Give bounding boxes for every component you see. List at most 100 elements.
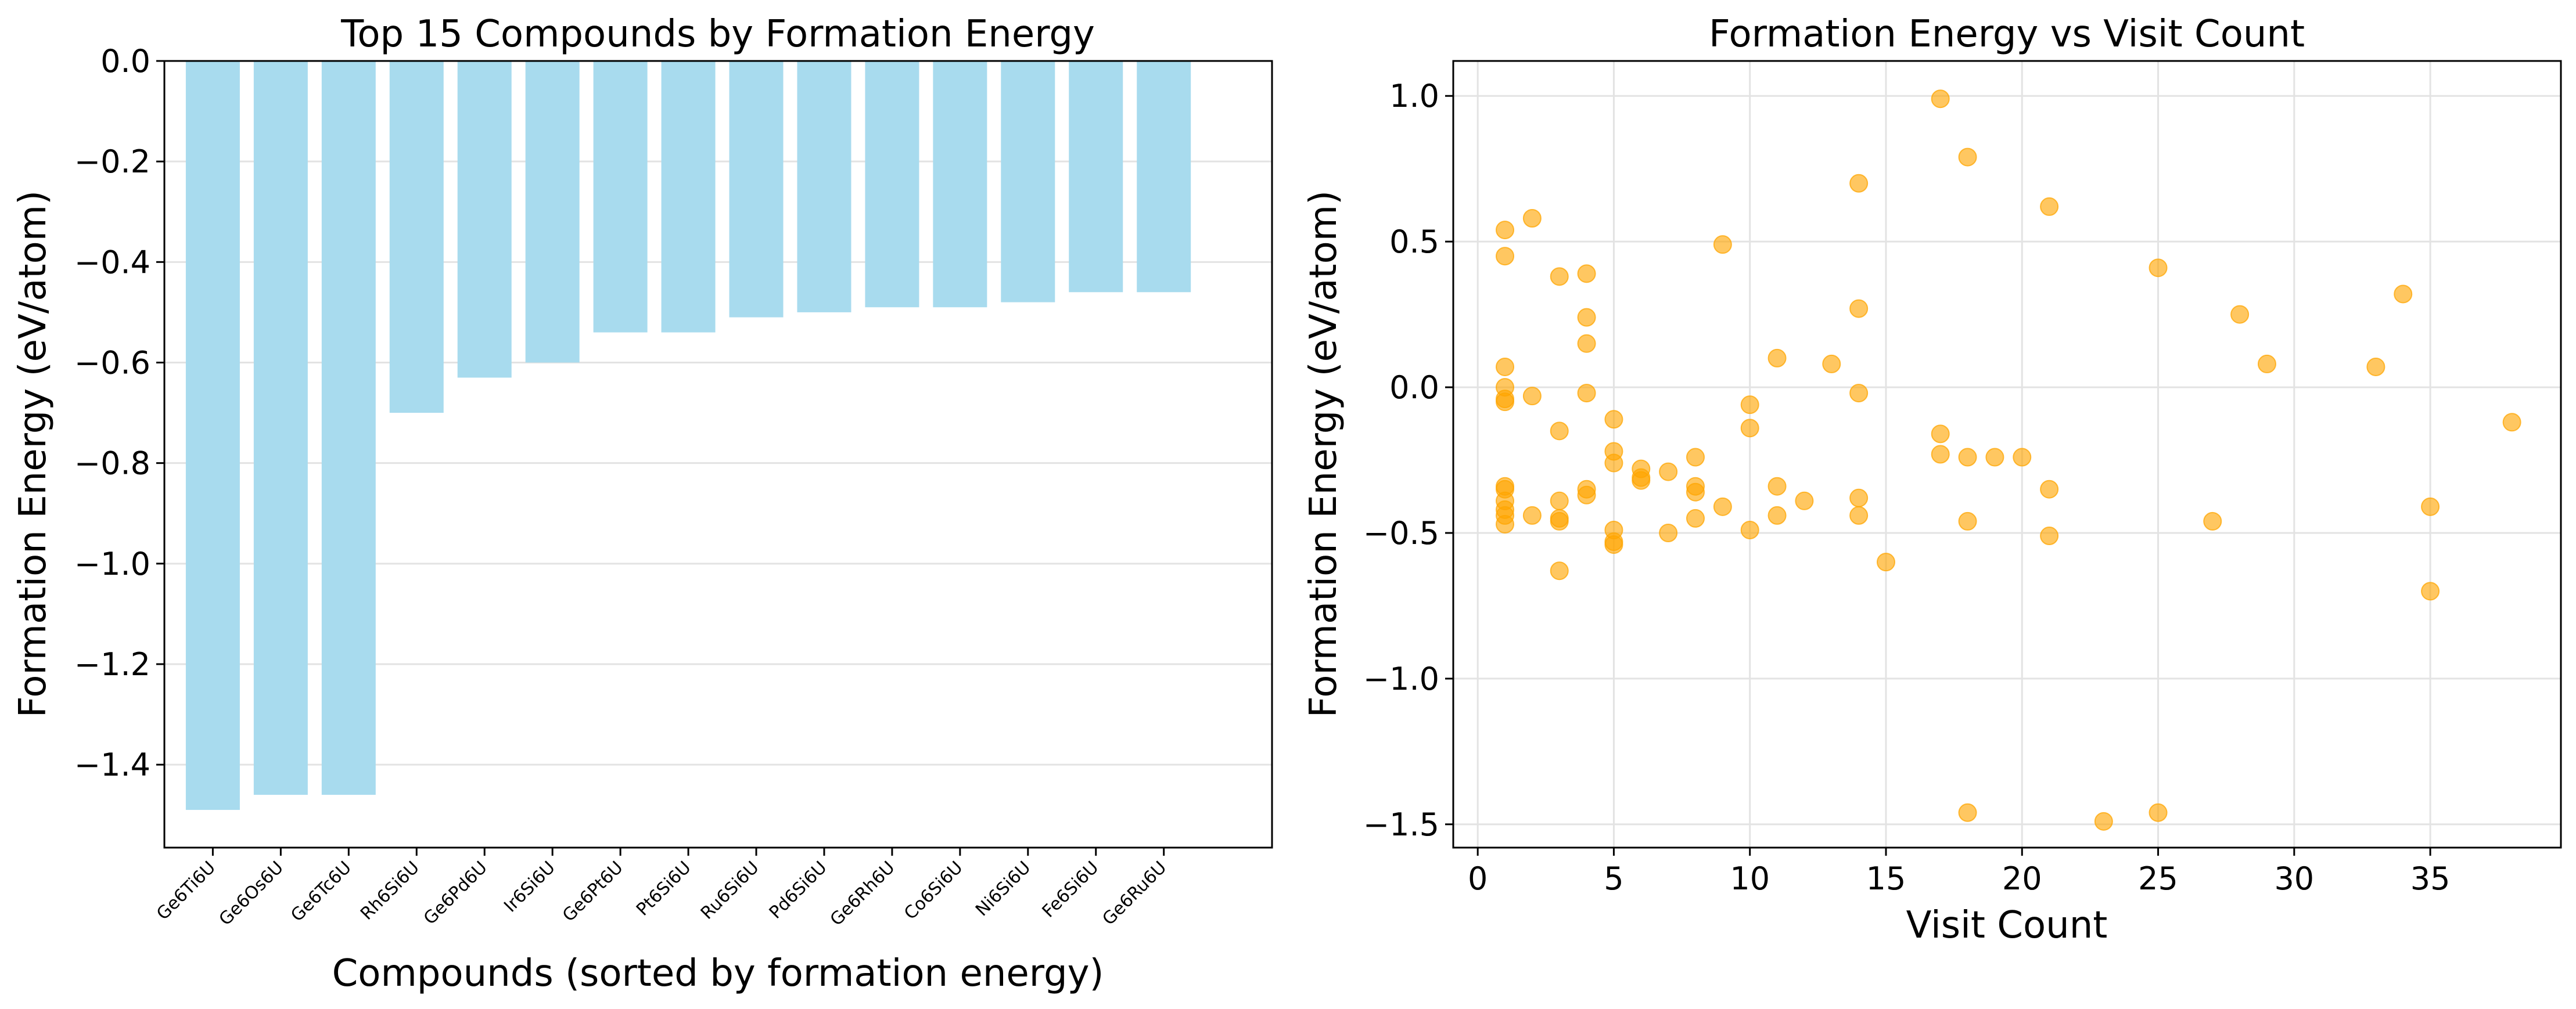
scatter-chart-point (1767, 506, 1787, 525)
scatter-chart-point (1849, 384, 1869, 403)
scatter-chart-point (1550, 491, 1569, 510)
scatter-chart-point (1849, 174, 1869, 193)
bar-chart-bar (797, 61, 852, 312)
scatter-chart-point (1686, 509, 1705, 528)
scatter-chart-point (1632, 471, 1651, 490)
scatter-chart-point (1550, 561, 1569, 581)
scatter-chart-x-tick-label: 35 (2410, 860, 2451, 897)
scatter-chart-x-tick-label: 10 (1730, 860, 1770, 897)
scatter-chart-point (1849, 488, 1869, 507)
bar-chart-y-tick-label: −1.2 (74, 646, 150, 683)
scatter-chart-point (1550, 267, 1569, 286)
scatter-chart-point (1604, 453, 1623, 473)
scatter-chart-point (1958, 803, 1977, 822)
scatter-chart-point (1958, 511, 1977, 531)
scatter-chart-point (1985, 448, 2004, 467)
scatter-chart-point (1958, 448, 1977, 467)
bar-chart-bar (729, 61, 784, 318)
scatter-chart-point (2203, 511, 2222, 531)
scatter-chart-point (1876, 553, 1895, 572)
scatter-chart-point (1496, 357, 1515, 376)
bar-chart-bar (457, 61, 512, 378)
scatter-chart-point (1686, 482, 1705, 502)
scatter-chart-point (1686, 448, 1705, 467)
bar-chart-bar (253, 61, 308, 795)
scatter-chart-y-axis-label: Formation Energy (eV/atom) (1302, 190, 1345, 718)
scatter-chart-point (1577, 264, 1596, 283)
scatter-chart-y-tick-label: 0.0 (1389, 369, 1439, 406)
scatter-chart-point (1496, 247, 1515, 266)
scatter-chart-point (1931, 89, 1950, 109)
scatter-chart-point (2040, 480, 2059, 499)
bar-chart-bar (1001, 61, 1055, 302)
scatter-chart-point (1849, 506, 1869, 525)
scatter-chart-y-tick-label: 0.5 (1389, 224, 1439, 260)
scatter-chart-x-tick-label: 0 (1468, 860, 1488, 897)
bar-chart-y-tick-label: −0.6 (74, 344, 150, 381)
bar-chart-bar (185, 61, 240, 810)
bar-chart-bar (661, 61, 716, 333)
bar-chart-axes-frame (163, 60, 1273, 849)
scatter-chart-x-axis-label: Visit Count (1906, 904, 2108, 947)
scatter-chart-point (1577, 384, 1596, 403)
scatter-chart-title: Formation Energy vs Visit Count (1709, 13, 2305, 56)
scatter-chart-point (2230, 305, 2250, 324)
bar-chart-y-tick-label: −0.2 (74, 143, 150, 180)
scatter-chart-point (1958, 147, 1977, 167)
scatter-chart-point (2040, 197, 2059, 216)
scatter-chart-point (1496, 514, 1515, 534)
bar-chart-bar (933, 61, 987, 308)
bar-chart-bar (1069, 61, 1123, 293)
scatter-chart-point (1659, 524, 1678, 542)
scatter-chart-point (1659, 462, 1678, 481)
scatter-chart-point (1522, 209, 1542, 228)
bar-chart-bar (593, 61, 648, 333)
scatter-chart-point (2257, 354, 2276, 373)
scatter-chart-point (2094, 812, 2113, 831)
scatter-chart-point (2040, 527, 2059, 546)
scatter-chart-point (1849, 299, 1869, 318)
bar-chart-bar (321, 61, 376, 795)
scatter-chart-point (1604, 410, 1623, 429)
scatter-chart-y-tick-label: −0.5 (1363, 515, 1439, 552)
scatter-chart-point (1713, 497, 1732, 516)
scatter-chart-point (1522, 506, 1542, 525)
bar-chart-title: Top 15 Compounds by Formation Energy (340, 13, 1095, 56)
bar-chart-y-tick-label: −1.0 (74, 546, 150, 582)
scatter-chart-point (1767, 477, 1787, 496)
scatter-chart-point (1931, 445, 1950, 464)
scatter-chart-point (1740, 520, 1759, 539)
bar-chart-bar (525, 61, 580, 363)
scatter-chart-point (1577, 308, 1596, 327)
bar-chart-bar (865, 61, 919, 308)
bar-chart-y-tick-label: −0.4 (74, 244, 150, 280)
scatter-chart-y-tick-label: −1.0 (1363, 661, 1439, 697)
bar-chart-y-tick-label: −1.4 (74, 747, 150, 783)
scatter-chart-point (1550, 511, 1569, 531)
scatter-chart-point (2502, 413, 2521, 432)
bar-chart-y-tick-label: 0.0 (100, 43, 150, 80)
scatter-chart-point (2149, 803, 2168, 822)
scatter-chart-x-tick-label: 25 (2138, 860, 2178, 897)
scatter-chart-grid (1453, 61, 2561, 848)
scatter-chart-point (1604, 535, 1623, 554)
scatter-chart-x-tick-label: 5 (1604, 860, 1623, 897)
bar-chart-y-tick-label: −0.8 (74, 445, 150, 482)
scatter-chart-y-tick-label: −1.5 (1363, 806, 1439, 843)
scatter-chart-x-tick-label: 15 (1866, 860, 1906, 897)
scatter-chart-point (1577, 334, 1596, 353)
scatter-chart-points (1496, 89, 2521, 831)
scatter-chart-point (2149, 258, 2168, 278)
bar-chart-x-axis-label: Compounds (sorted by formation energy) (332, 952, 1104, 995)
scatter-chart-point (1496, 392, 1515, 412)
bar-chart-bar (1137, 61, 1191, 293)
scatter-chart-point (1740, 419, 1759, 438)
scatter-chart-point (2013, 448, 2032, 467)
scatter-chart-axes-frame (1452, 60, 2562, 849)
scatter-chart-point (1931, 424, 1950, 444)
bar-chart-bar (389, 61, 444, 413)
scatter-chart: 1.0 0.5 0.0 −0.5 −1.0 −1.5 0 5 10 15 20 25 30 35 For… (1302, 13, 2562, 947)
scatter-chart-point (1822, 354, 1841, 373)
scatter-chart-point (1522, 387, 1542, 406)
